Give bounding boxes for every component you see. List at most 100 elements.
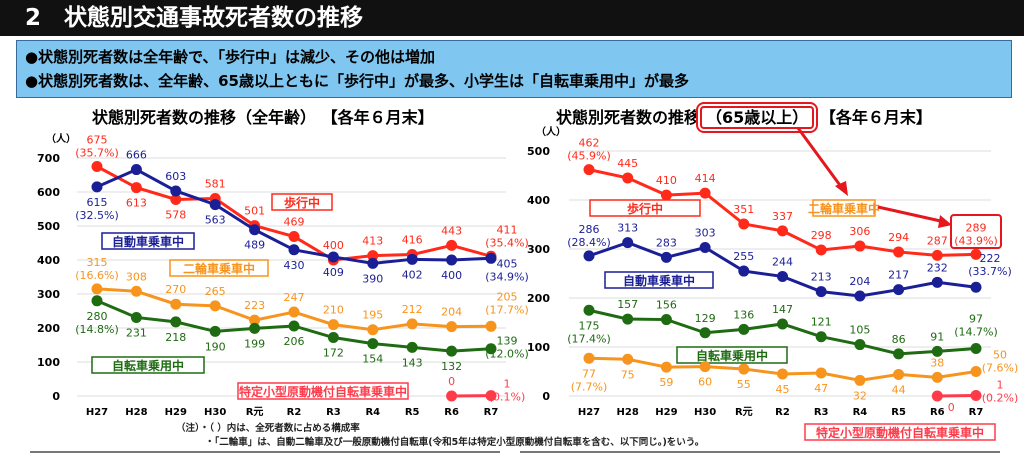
legend-label: 自動車乗車中 — [623, 273, 695, 288]
data-label: 0 — [448, 375, 455, 388]
y-tick-label: 500 — [37, 220, 60, 233]
data-label: 244 — [772, 255, 793, 268]
data-point — [583, 164, 595, 176]
data-label: 86 — [892, 333, 906, 346]
data-label: 91 — [930, 330, 944, 343]
title-part: 状態別死者数の推移 — [92, 108, 237, 127]
data-label: 55 — [737, 378, 751, 391]
data-point — [170, 316, 182, 328]
data-label: 139 — [497, 335, 518, 348]
data-label: 147 — [772, 303, 793, 316]
legend-box — [804, 423, 996, 441]
y-tick-label: 0 — [542, 390, 550, 403]
data-label: 283 — [656, 236, 677, 249]
y-tick-label: 700 — [37, 152, 60, 165]
data-point — [738, 265, 750, 277]
pct-label: (35.7%) — [75, 147, 119, 160]
data-point — [446, 254, 458, 266]
data-label: 38 — [930, 356, 944, 369]
data-point — [485, 343, 497, 355]
data-label: 60 — [698, 376, 712, 389]
legend-label: 歩行中 — [627, 201, 663, 216]
title-part: （全年齢） — [236, 108, 317, 127]
data-point — [970, 390, 982, 402]
data-point — [815, 367, 827, 379]
data-label: 212 — [402, 303, 423, 316]
note-1: （注）・（ ）内は、全死者数に占める構成率 — [176, 423, 360, 434]
summary-box: ●状態別死者数は全年齢で、「歩行中」は減少、その他は増加 ●状態別死者数は、全年… — [16, 40, 1012, 98]
data-label: 443 — [441, 224, 462, 237]
data-label: 47 — [814, 382, 828, 395]
data-label: 59 — [659, 376, 673, 389]
highlight-box — [950, 214, 1002, 249]
data-point — [970, 248, 982, 260]
data-label: 462 — [579, 137, 600, 150]
data-label: 232 — [927, 261, 948, 274]
data-label: 287 — [927, 234, 948, 247]
data-point — [485, 390, 497, 402]
data-point — [699, 242, 711, 254]
data-point — [660, 314, 672, 326]
data-point — [854, 374, 866, 386]
data-point — [130, 285, 142, 297]
data-point — [893, 246, 905, 258]
data-label: 195 — [362, 309, 383, 322]
data-label: 143 — [402, 356, 423, 369]
data-point — [327, 319, 339, 331]
x-tick-label: R4 — [853, 407, 868, 418]
y-tick-label: 100 — [527, 341, 550, 354]
y-tick-label: 300 — [527, 243, 550, 256]
y-tick-label: 200 — [37, 322, 60, 335]
data-label: 154 — [362, 353, 383, 366]
data-point — [91, 161, 103, 172]
data-point — [130, 182, 142, 194]
y-tick-label: 100 — [37, 356, 60, 369]
data-label: 105 — [849, 324, 870, 337]
x-tick-label: R6 — [444, 407, 459, 418]
data-point — [367, 324, 379, 336]
pct-label: (34.9%) — [485, 270, 529, 283]
data-label: 409 — [323, 266, 344, 279]
data-point — [815, 331, 827, 343]
data-point — [91, 295, 103, 307]
summary-line: ●状態別死者数は全年齢で、「歩行中」は減少、その他は増加 — [25, 48, 435, 66]
data-point — [485, 252, 497, 264]
x-tick-label: H30 — [694, 407, 716, 418]
pct-label: (32.5%) — [75, 209, 119, 222]
arrow — [877, 205, 946, 224]
summary-line: ●状態別死者数は、全年齢、65歳以上ともに「歩行中」が最多、小学生は「自転車乗用… — [25, 72, 689, 90]
y-tick-label: 400 — [527, 194, 550, 207]
data-label: 218 — [165, 331, 186, 344]
data-label: 136 — [733, 308, 754, 321]
data-point — [446, 239, 458, 251]
data-label: 97 — [969, 312, 983, 325]
data-label: 337 — [772, 210, 793, 223]
x-tick-label: R7 — [969, 407, 984, 418]
data-point — [777, 225, 788, 237]
x-tick-label: R3 — [814, 407, 829, 418]
data-label: 206 — [284, 335, 305, 348]
x-tick-label: R元 — [246, 406, 264, 418]
data-point — [170, 185, 182, 197]
legend-label: 歩行中 — [284, 195, 320, 210]
arrow — [796, 127, 844, 189]
x-tick-label: R5 — [891, 407, 906, 418]
data-point — [406, 341, 418, 353]
legend-box — [101, 232, 195, 250]
legend-box — [169, 259, 269, 277]
data-point — [288, 320, 300, 332]
legend-box — [589, 199, 701, 217]
data-point — [931, 345, 943, 357]
x-tick-label: R2 — [775, 407, 790, 418]
data-label: 400 — [441, 269, 462, 282]
title-part: 【各年６月末】 — [321, 108, 434, 127]
data-label: 675 — [87, 134, 108, 147]
y-tick-label: 600 — [37, 186, 60, 199]
data-point — [777, 368, 788, 380]
data-point — [699, 327, 711, 339]
data-point — [931, 390, 943, 402]
data-point — [91, 181, 103, 193]
data-label: 32 — [853, 389, 867, 402]
data-label: 303 — [695, 227, 716, 240]
